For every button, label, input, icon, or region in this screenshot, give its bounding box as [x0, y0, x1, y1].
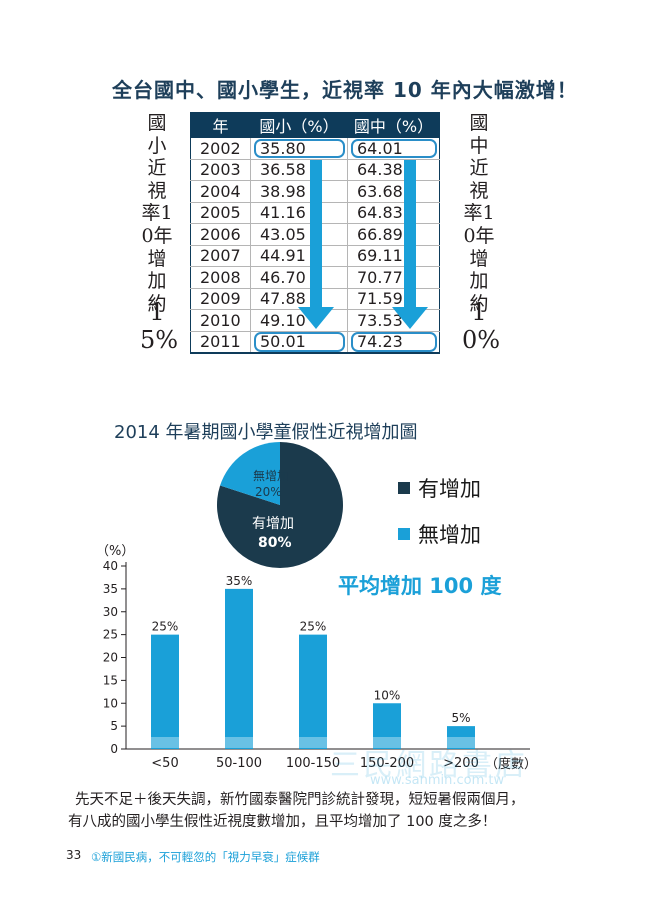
cell-junior: 64.01: [347, 137, 440, 160]
table-row: 2008 46.70 70.77: [190, 266, 440, 289]
arrow-shape: [298, 160, 335, 329]
highlight-junior-first: [350, 138, 437, 158]
table-row: 2011 50.01 74.23: [190, 330, 440, 354]
page-number: 33: [66, 848, 82, 862]
bar-<50: [151, 634, 179, 749]
highlight-junior-last: [350, 332, 437, 352]
x-category-label: >200: [443, 756, 479, 771]
cell-year: 2009: [190, 287, 251, 310]
pie-label-increase: 有增加: [252, 516, 294, 532]
cell-elementary: 47.88: [250, 287, 348, 310]
cell-year: 2006: [190, 223, 251, 246]
header-elementary: 國小（%）: [250, 112, 348, 138]
legend-label-increase: 有增加: [418, 477, 481, 501]
cell-year: 2005: [190, 201, 251, 224]
y-tick-label: 25: [103, 628, 118, 642]
cell-elementary: 36.58: [250, 158, 348, 181]
bar-value-label: 5%: [451, 711, 470, 725]
cell-junior: 64.38: [347, 158, 440, 181]
arrow-shape: [392, 160, 429, 329]
bar-value-label: 25%: [152, 620, 179, 634]
bar-value-label: 35%: [226, 574, 253, 588]
x-category-label: <50: [151, 756, 178, 771]
cell-year: 2010: [190, 309, 251, 332]
pie-value-no-increase: 20%: [255, 485, 282, 499]
bar->200: [447, 726, 475, 749]
bar-value-label: 10%: [374, 688, 401, 702]
legend-swatch-no-increase: [398, 528, 410, 540]
x-axis-label: （度數）: [485, 756, 537, 772]
watermark-logo-text: 三民網路書店: [330, 748, 528, 783]
cell-junior: 63.68: [347, 180, 440, 203]
trend-arrow-junior: [392, 160, 429, 329]
watermark-url: www.sanmin.com.tw: [370, 773, 505, 788]
pie-label-no-increase: 無增加: [253, 468, 289, 483]
right-vertical-caption: 國中近視率10年增加約: [463, 112, 495, 315]
pie-value-increase: 80%: [258, 535, 292, 551]
bar-value-label: 25%: [300, 620, 327, 634]
cell-elementary: 46.70: [250, 266, 348, 289]
legend-swatch-increase: [398, 482, 410, 494]
table-row: 2009 47.88 71.59: [190, 287, 440, 310]
left-vertical-caption: 國小近視率10年增加約: [141, 112, 173, 315]
x-category-label: 150-200: [360, 756, 414, 771]
cell-junior: 69.11: [347, 244, 440, 267]
cell-elementary: 44.91: [250, 244, 348, 267]
table-row: 2002 35.80 64.01: [190, 137, 440, 160]
table-row: 2003 36.58 64.38: [190, 158, 440, 181]
trend-arrow-elementary: [298, 160, 335, 329]
cell-junior: 74.23: [347, 330, 440, 354]
cell-elementary: 50.01: [250, 330, 348, 354]
y-tick-label: 5: [110, 719, 118, 733]
pie-chart: 無增加 20% 有增加 80%: [217, 442, 343, 568]
right-vertical-caption-pct: 10%: [462, 298, 501, 354]
y-tick-label: 20: [103, 651, 118, 665]
x-category-label: 50-100: [216, 756, 262, 771]
cell-year: 2004: [190, 180, 251, 203]
legend-label-no-increase: 無增加: [418, 523, 481, 547]
y-tick-label: 10: [103, 696, 118, 710]
chapter-title: ①新國民病，不可輕忽的「視力早衰」症候群: [91, 850, 320, 864]
y-tick-label: 0: [110, 742, 118, 756]
base-band: [127, 737, 530, 748]
header-junior: 國中（%）: [347, 112, 440, 138]
table-row: 2006 43.05 66.89: [190, 223, 440, 246]
cell-year: 2011: [190, 330, 251, 354]
y-tick-label: 15: [103, 673, 118, 687]
bar-chart: （%） （度數） 0 5 10 15 20 25 30 35 40 25% <50 35% 50-100…: [96, 544, 537, 772]
left-vertical-caption-pct: 15%: [140, 298, 179, 354]
cell-year: 2002: [190, 137, 251, 160]
header-year: 年: [190, 112, 251, 138]
cell-junior: 71.59: [347, 287, 440, 310]
myopia-table: 年 國小（%） 國中（%） 2002 35.80 64.01 2003 36.58 64.…: [190, 112, 440, 354]
average-increase-label: 平均增加 100 度: [338, 574, 502, 598]
bar-150-200: [373, 703, 401, 749]
table-row: 2010 49.10 73.53: [190, 309, 440, 332]
cell-year: 2007: [190, 244, 251, 267]
table-body: 2002 35.80 64.01 2003 36.58 64.38 2004 38.98 63.…: [190, 137, 440, 354]
cell-year: 2003: [190, 158, 251, 181]
bar-100-150: [299, 634, 327, 749]
y-tick-label: 35: [103, 582, 118, 596]
y-tick-label: 40: [103, 559, 118, 573]
highlight-elementary-last: [253, 332, 345, 352]
footer-text-line2: 有八成的國小學生假性近視度數增加，且平均增加了 100 度之多！: [68, 814, 497, 830]
cell-elementary: 43.05: [250, 223, 348, 246]
bar-50-100: [225, 588, 253, 749]
table-row: 2007 44.91 69.11: [190, 244, 440, 267]
x-category-label: 100-150: [286, 756, 340, 771]
cell-year: 2008: [190, 266, 251, 289]
footer-text-line1: 先天不足＋後天失調，新竹國泰醫院門診統計發現，短短暑假兩個月，: [75, 792, 525, 808]
pie-slice-no-increase: [220, 442, 280, 505]
table-title: 全台國中、國小學生，近視率 10 年內大幅激增！: [112, 78, 578, 102]
table-row: 2004 38.98 63.68: [190, 180, 440, 203]
y-axis-label: （%）: [96, 544, 134, 559]
chart-title: 2014 年暑期國小學童假性近視增加圖: [114, 422, 418, 443]
cell-junior: 66.89: [347, 223, 440, 246]
bar-layer: 0 5 10 15 20 25 30 35 40 25% <50 35% 50-100 25% 100-15…: [103, 559, 530, 771]
y-tick-label: 30: [103, 605, 118, 619]
highlight-elementary-first: [253, 138, 345, 158]
